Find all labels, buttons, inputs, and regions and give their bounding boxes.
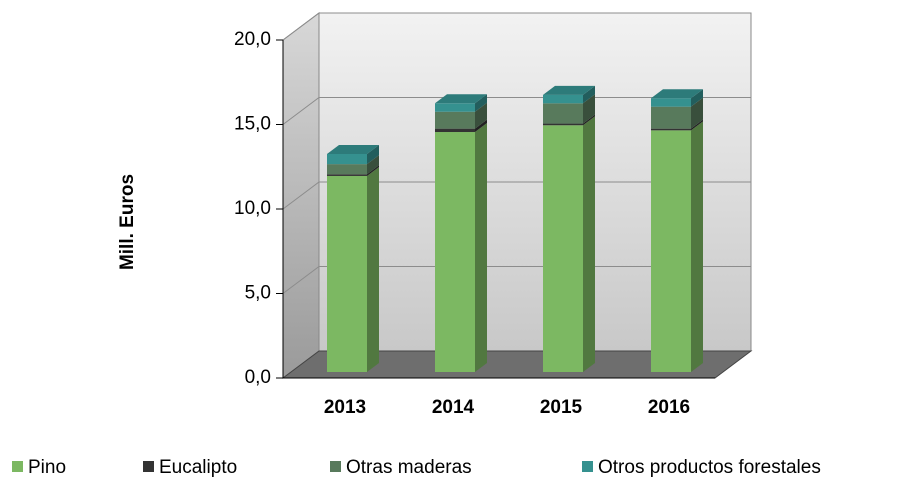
legend-label: Eucalipto: [159, 457, 237, 478]
bar-segment: [543, 123, 583, 126]
bar-segment: [543, 103, 583, 124]
legend-label: Pino: [28, 457, 66, 478]
x-tick-label: 2015: [540, 397, 583, 418]
bar-segment: [435, 132, 475, 372]
bar-segment-side: [475, 119, 487, 133]
legend-label: Otros productos forestales: [598, 457, 821, 478]
bar-segment: [543, 94, 583, 104]
x-tick-label: 2013: [324, 397, 366, 418]
x-tick-label: 2016: [648, 397, 690, 418]
bar-segment: [651, 130, 691, 372]
bar-segment-side: [583, 94, 595, 124]
bar-segment: [651, 98, 691, 107]
bar-segment: [651, 128, 691, 131]
y-tick-label: 20,0: [234, 29, 271, 50]
bar-segment: [435, 103, 475, 112]
bar-segment: [327, 153, 367, 165]
legend-label: Otras maderas: [346, 457, 472, 478]
bar-segment-side: [367, 165, 379, 176]
bar-top: [543, 85, 595, 95]
bar-segment-side: [367, 166, 379, 372]
grid-line: [282, 97, 751, 125]
y-tick-label: 5,0: [245, 283, 271, 304]
bar-top: [435, 94, 487, 104]
grid-line: [282, 12, 751, 41]
y-tick-label: 0,0: [245, 367, 271, 388]
bar-segment-side: [367, 155, 379, 175]
bar-segment-side: [367, 144, 379, 165]
bar-segment: [435, 128, 475, 133]
bar-segment: [543, 125, 583, 372]
bar-segment-side: [691, 97, 703, 129]
y-tick-label: 15,0: [234, 114, 271, 135]
legend-swatch: [12, 461, 23, 472]
bar-top: [327, 144, 379, 154]
legend-swatch: [582, 461, 593, 472]
bar-segment: [651, 106, 691, 129]
y-tick-label: 10,0: [234, 198, 271, 219]
bar-segment-side: [583, 114, 595, 126]
bar-segment: [327, 164, 367, 175]
bar-top: [651, 89, 703, 99]
bar-segment-side: [475, 102, 487, 129]
bar-segment: [327, 174, 367, 176]
bar-segment-side: [475, 94, 487, 112]
bar-segment: [435, 111, 475, 129]
bar-segment-side: [583, 116, 595, 372]
bar-segment-side: [475, 123, 487, 373]
legend-swatch: [330, 461, 341, 472]
bar-segment-side: [691, 119, 703, 131]
y-axis-label: Mill. Euros: [117, 174, 138, 270]
bar-segment: [327, 175, 367, 372]
legend-swatch: [143, 461, 154, 472]
bar-segment-side: [691, 89, 703, 107]
bar-segment-side: [691, 121, 703, 372]
grid-line: [282, 266, 751, 294]
grid-line: [282, 181, 751, 210]
x-tick-label: 2014: [432, 397, 475, 418]
bar-segment-side: [583, 85, 595, 104]
